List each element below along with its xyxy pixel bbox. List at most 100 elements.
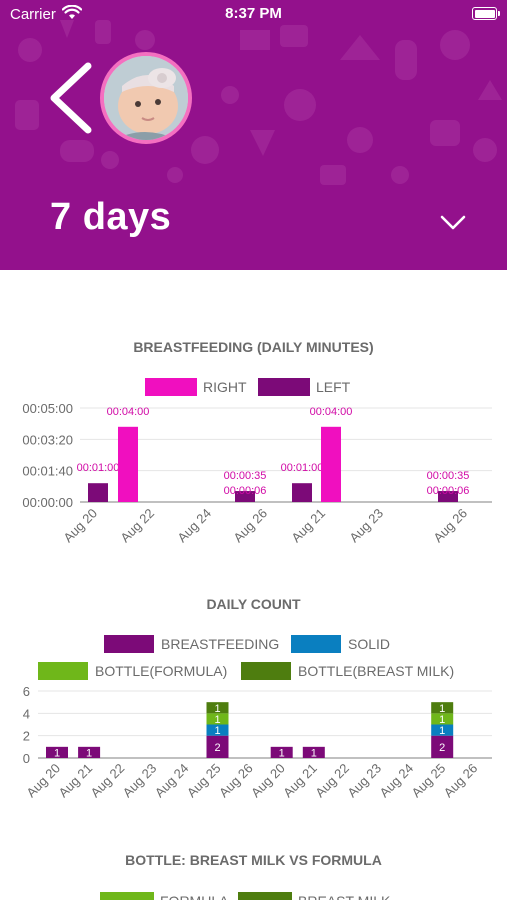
- x-tick-label: Aug 21: [288, 506, 328, 546]
- y-tick-label: 00:03:20: [22, 432, 73, 447]
- period-title: 7 days: [50, 196, 172, 238]
- data-label: 1: [214, 714, 220, 726]
- y-tick-label: 0: [23, 751, 30, 766]
- legend-swatch: [238, 892, 292, 900]
- legend-label: SOLID: [348, 636, 390, 652]
- data-label: 00:04:00: [310, 406, 353, 418]
- data-label: 2: [214, 742, 220, 754]
- bar-segment: [431, 735, 454, 758]
- bar-segment: [78, 746, 101, 758]
- data-label: 1: [439, 714, 445, 726]
- legend-swatch: [104, 635, 154, 653]
- bar-segment: [431, 724, 454, 736]
- carrier-label: Carrier: [10, 6, 56, 23]
- x-tick-label: Aug 26: [430, 506, 470, 546]
- legend-label: BREAST MILK: [298, 893, 391, 900]
- baby-photo: [104, 56, 188, 140]
- x-tick-label: Aug 26: [230, 506, 270, 546]
- legend-label: BOTTLE(FORMULA): [95, 663, 227, 679]
- baby-avatar[interactable]: [100, 52, 192, 144]
- x-tick-label: Aug 22: [117, 506, 157, 546]
- bar-segment: [46, 746, 68, 758]
- bar-segment: [206, 735, 229, 758]
- clock: 8:37 PM: [225, 5, 282, 22]
- x-tick-label: Aug 20: [23, 761, 63, 801]
- legend-swatch: [100, 892, 154, 900]
- breastfeeding-chart-title: BREASTFEEDING (DAILY MINUTES): [133, 339, 374, 355]
- bar-segment: [206, 713, 229, 725]
- x-tick-label: Aug 24: [174, 506, 214, 546]
- baby-items-pattern: [15, 20, 502, 185]
- x-tick-label: Aug 22: [88, 761, 128, 801]
- chevron-down-icon[interactable]: [438, 212, 468, 232]
- data-label: 1: [214, 703, 220, 715]
- legend-swatch: [258, 378, 310, 396]
- x-tick-label: Aug 26: [441, 761, 481, 801]
- x-tick-label: Aug 26: [216, 761, 256, 801]
- y-tick-label: 4: [23, 706, 30, 721]
- daily-count-chart: BREASTFEEDING SOLID BOTTLE(FORMULA) BOTTLE(…: [23, 635, 492, 801]
- bar: [118, 426, 138, 502]
- x-tick-label: Aug 23: [344, 761, 384, 801]
- x-tick-label: Aug 23: [120, 761, 160, 801]
- data-label: 00:00:35: [427, 470, 470, 482]
- data-label: 1: [439, 703, 445, 715]
- legend-swatch: [241, 662, 291, 680]
- legend-swatch: [145, 378, 197, 396]
- battery-icon: [472, 7, 500, 20]
- legend-label: LEFT: [316, 379, 351, 395]
- legend-swatch: [38, 662, 88, 680]
- bar-segment: [206, 724, 229, 736]
- x-tick-label: Aug 21: [280, 761, 320, 801]
- x-tick-label: Aug 25: [409, 761, 449, 801]
- data-label: 1: [279, 747, 285, 759]
- bar: [292, 483, 312, 502]
- x-tick-label: Aug 24: [376, 761, 416, 801]
- data-label: 2: [439, 742, 445, 754]
- bar: [321, 426, 341, 502]
- data-label: 1: [54, 747, 60, 759]
- bar: [88, 483, 108, 502]
- y-tick-label: 00:01:40: [22, 464, 73, 479]
- data-label: 00:00:35: [224, 470, 267, 482]
- legend-label: BOTTLE(BREAST MILK): [298, 663, 454, 679]
- y-tick-label: 6: [23, 684, 30, 699]
- x-tick-label: Aug 21: [55, 761, 95, 801]
- bottle-chart: FORMULA BREAST MILK: [100, 892, 391, 900]
- y-tick-label: 00:05:00: [22, 401, 73, 416]
- bar-segment: [302, 746, 325, 758]
- bar-segment: [431, 713, 454, 725]
- y-tick-label: 00:00:00: [22, 495, 73, 510]
- bar-segment: [270, 746, 293, 758]
- bottle-chart-title: BOTTLE: BREAST MILK VS FORMULA: [125, 852, 382, 868]
- chevron-left-icon[interactable]: [42, 58, 102, 138]
- data-label: 00:04:00: [107, 406, 150, 418]
- x-tick-label: Aug 23: [346, 506, 386, 546]
- data-label: 1: [86, 747, 92, 759]
- profile-header: Carrier 8:37 PM 7 day: [0, 0, 507, 270]
- x-tick-label: Aug 20: [60, 506, 100, 546]
- x-tick-label: Aug 25: [184, 761, 224, 801]
- bar-segment: [206, 702, 229, 714]
- data-label: 00:01:00: [77, 462, 120, 474]
- bar: [438, 491, 458, 502]
- legend-label: RIGHT: [203, 379, 247, 395]
- x-tick-label: Aug 22: [312, 761, 352, 801]
- data-label: 00:00:06: [224, 485, 267, 497]
- legend-label: BREASTFEEDING: [161, 636, 279, 652]
- data-label: 00:01:00: [281, 462, 324, 474]
- data-label: 1: [311, 747, 317, 759]
- data-label: 1: [439, 725, 445, 737]
- y-tick-label: 2: [23, 729, 30, 744]
- daily-count-chart-title: DAILY COUNT: [206, 596, 301, 612]
- wifi-icon: [62, 5, 82, 19]
- legend-swatch: [291, 635, 341, 653]
- breastfeeding-chart: RIGHT LEFT 00:00:00 00:01:40 00:03:20 00:05:0…: [22, 378, 492, 546]
- x-tick-label: Aug 20: [248, 761, 288, 801]
- status-bar: Carrier 8:37 PM: [0, 0, 507, 28]
- bar-segment: [431, 702, 454, 714]
- bar: [235, 491, 255, 502]
- data-label: 00:00:06: [427, 485, 470, 497]
- x-tick-label: Aug 24: [152, 761, 192, 801]
